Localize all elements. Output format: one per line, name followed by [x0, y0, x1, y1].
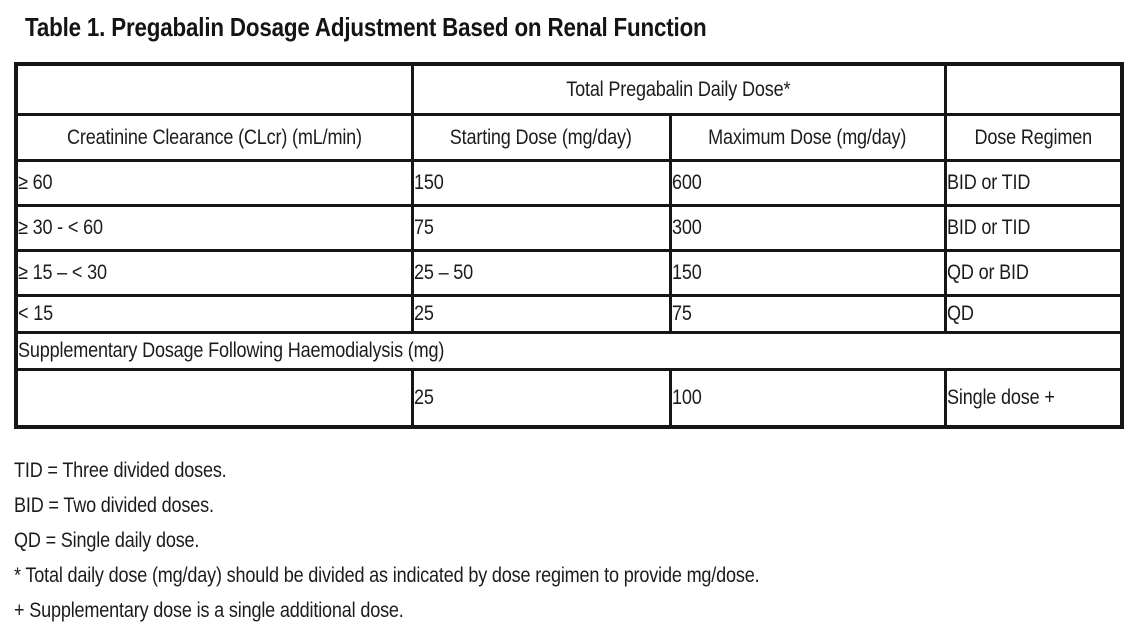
table-row: ≥ 15 – < 30 25 – 50 150 QD or BID — [14, 249, 1124, 297]
header-maximum-dose: Maximum Dose (mg/day) — [668, 113, 947, 162]
header-creatinine-clearance: Creatinine Clearance (CLcr) (mL/min) — [14, 113, 414, 162]
footnotes: TID = Three divided doses. BID = Two div… — [14, 453, 1135, 628]
cell-dose-regimen: BID or TID — [943, 159, 1124, 207]
footnote-asterisk-text: * Total daily dose (mg/day) should be di… — [14, 564, 760, 587]
table-row: ≥ 60 150 600 BID or TID — [14, 159, 1124, 207]
cell-dose-regimen: Single dose + — [943, 368, 1124, 429]
cell-clcr-text: < 15 — [18, 302, 53, 325]
cell-dose-regimen-text: BID or TID — [946, 171, 1030, 194]
header-dose-regimen: Dose Regimen — [943, 113, 1124, 162]
document-page: Table 1. Pregabalin Dosage Adjustment Ba… — [0, 12, 1135, 630]
cell-starting-dose: 25 — [410, 368, 672, 429]
footnote-asterisk: * Total daily dose (mg/day) should be di… — [14, 558, 1135, 593]
cell-dose-regimen-text: QD — [946, 302, 974, 325]
cell-starting-dose: 75 — [410, 204, 672, 252]
empty-cell — [14, 62, 414, 116]
footnote-tid-text: TID = Three divided doses. — [14, 459, 227, 482]
cell-clcr: ≥ 30 - < 60 — [14, 204, 414, 252]
header-creatinine-clearance-text: Creatinine Clearance (CLcr) (mL/min) — [66, 125, 362, 149]
cell-dose-regimen-text: BID or TID — [946, 216, 1030, 239]
dosage-table: Total Pregabalin Daily Dose* Creatinine … — [14, 62, 1125, 429]
cell-maximum-dose: 75 — [668, 294, 947, 334]
cell-dose-regimen: QD — [943, 294, 1124, 334]
cell-clcr: ≥ 60 — [14, 159, 414, 207]
table-row: ≥ 30 - < 60 75 300 BID or TID — [14, 204, 1124, 252]
cell-clcr-text: ≥ 30 - < 60 — [18, 216, 103, 239]
header-starting-dose: Starting Dose (mg/day) — [410, 113, 672, 162]
cell-dose-regimen: QD or BID — [943, 249, 1124, 297]
footnote-qd: QD = Single daily dose. — [14, 523, 1135, 558]
spanner-total-daily-dose: Total Pregabalin Daily Dose* — [410, 62, 947, 116]
cell-starting-dose-text: 25 — [413, 302, 434, 325]
cell-maximum-dose: 600 — [668, 159, 947, 207]
cell-dose-regimen-text: Single dose + — [946, 386, 1055, 409]
cell-starting-dose-text: 25 — [413, 386, 434, 409]
header-dose-regimen-text: Dose Regimen — [974, 125, 1093, 149]
footnote-bid-text: BID = Two divided doses. — [14, 494, 214, 517]
cell-clcr-text: ≥ 15 – < 30 — [18, 261, 107, 284]
cell-starting-dose: 25 – 50 — [410, 249, 672, 297]
section-row-haemodialysis: Supplementary Dosage Following Haemodial… — [14, 331, 1124, 371]
table-title-text: Table 1. Pregabalin Dosage Adjustment Ba… — [25, 12, 707, 42]
spanner-text: Total Pregabalin Daily Dose* — [566, 77, 791, 101]
cell-clcr: ≥ 15 – < 30 — [14, 249, 414, 297]
cell-dose-regimen-text: QD or BID — [946, 261, 1029, 284]
cell-starting-dose: 25 — [410, 294, 672, 334]
empty-cell — [14, 368, 414, 429]
cell-starting-dose: 150 — [410, 159, 672, 207]
section-row-text: Supplementary Dosage Following Haemodial… — [18, 339, 445, 362]
cell-clcr: < 15 — [14, 294, 414, 334]
empty-cell — [943, 62, 1124, 116]
supplementary-dose-row: 25 100 Single dose + — [14, 368, 1124, 429]
table-title: Table 1. Pregabalin Dosage Adjustment Ba… — [25, 12, 1135, 42]
header-maximum-dose-text: Maximum Dose (mg/day) — [708, 125, 907, 149]
footnote-bid: BID = Two divided doses. — [14, 488, 1135, 523]
table-row: < 15 25 75 QD — [14, 294, 1124, 334]
footnote-tid: TID = Three divided doses. — [14, 453, 1135, 488]
cell-maximum-dose: 100 — [668, 368, 947, 429]
cell-maximum-dose: 300 — [668, 204, 947, 252]
cell-maximum-dose: 150 — [668, 249, 947, 297]
cell-starting-dose-text: 75 — [413, 216, 434, 239]
cell-starting-dose-text: 150 — [413, 171, 444, 194]
header-row: Creatinine Clearance (CLcr) (mL/min) Sta… — [14, 113, 1124, 162]
footnote-plus: + Supplementary dose is a single additio… — [14, 593, 1135, 628]
cell-maximum-dose-text: 600 — [671, 171, 702, 194]
cell-maximum-dose-text: 100 — [671, 386, 702, 409]
cell-maximum-dose-text: 150 — [671, 261, 702, 284]
cell-maximum-dose-text: 75 — [671, 302, 692, 325]
spanner-row: Total Pregabalin Daily Dose* — [14, 62, 1124, 116]
cell-clcr-text: ≥ 60 — [18, 171, 53, 194]
cell-starting-dose-text: 25 – 50 — [413, 261, 473, 284]
cell-dose-regimen: BID or TID — [943, 204, 1124, 252]
footnote-qd-text: QD = Single daily dose. — [14, 529, 200, 552]
section-row-cell: Supplementary Dosage Following Haemodial… — [14, 331, 1124, 371]
footnote-plus-text: + Supplementary dose is a single additio… — [14, 599, 404, 622]
cell-maximum-dose-text: 300 — [671, 216, 702, 239]
header-starting-dose-text: Starting Dose (mg/day) — [450, 125, 632, 149]
